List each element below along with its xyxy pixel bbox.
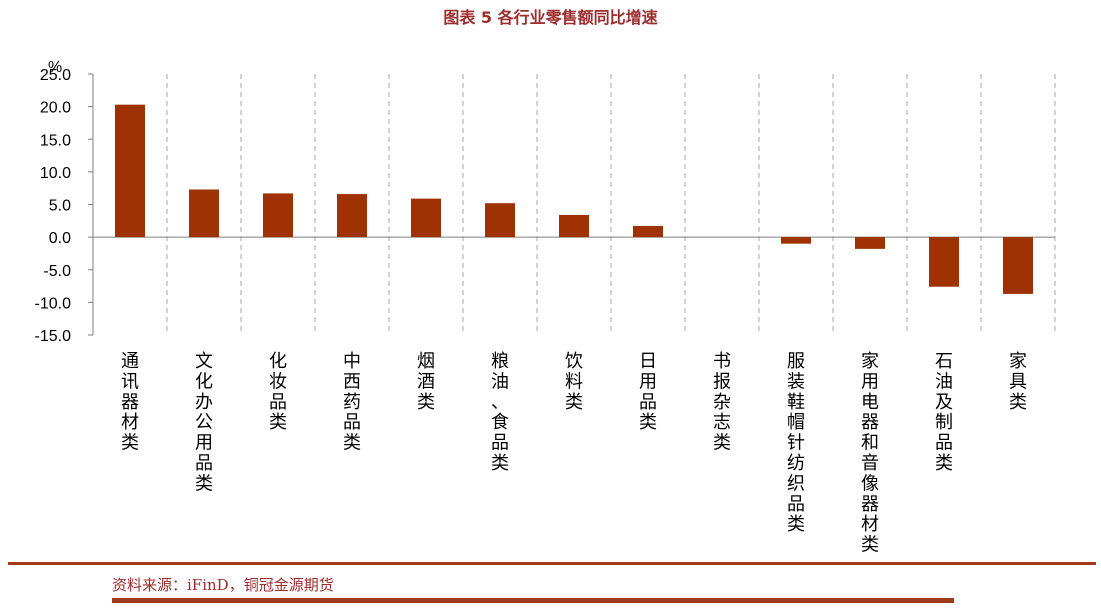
bar [485, 203, 515, 238]
gridlines [166, 74, 1056, 335]
category-label: 中西药品类 [343, 351, 361, 454]
y-axis-label: % [48, 59, 62, 76]
top-divider [8, 562, 1096, 565]
bar [633, 226, 663, 238]
y-tick-label: 15.0 [40, 132, 71, 149]
category-label: 服装鞋帽针纺织品类 [787, 351, 805, 535]
category-label: 石油及制品类 [935, 351, 953, 474]
axes [88, 73, 1055, 336]
category-label: 粮油、食品类 [491, 351, 509, 474]
category-label: 家用电器和音像器材类 [861, 351, 879, 556]
category-label: 书报杂志类 [713, 351, 731, 454]
bar [337, 194, 367, 238]
category-label: 日用品类 [639, 351, 657, 433]
category-label: 文化办公用品类 [195, 351, 213, 494]
y-tick-label: 5.0 [49, 198, 71, 215]
y-tick-label: 0.0 [49, 230, 71, 247]
bar [559, 214, 589, 238]
bar [115, 104, 145, 238]
y-tick-label: -15.0 [35, 328, 72, 345]
category-label: 饮料类 [565, 351, 583, 413]
bar [263, 193, 293, 238]
category-label: 化妆品类 [269, 351, 287, 433]
y-tick-label: -10.0 [35, 295, 72, 312]
bar [781, 237, 811, 244]
bars [115, 104, 1033, 294]
category-label: 通讯器材类 [121, 351, 139, 454]
category-label: 家具类 [1009, 351, 1027, 413]
bar [855, 237, 885, 249]
bar [189, 189, 219, 238]
chart-title: 图表 5 各行业零售额同比增速 [443, 8, 658, 27]
y-tick-label: -5.0 [43, 263, 71, 280]
source-note: 资料来源：iFinD，铜冠金源期货 [112, 576, 334, 594]
y-tick-label: 10.0 [40, 165, 71, 182]
bar [1003, 237, 1033, 294]
y-tick-label: 25.0 [40, 67, 71, 84]
y-tick-label: 20.0 [40, 100, 71, 117]
bottom-divider [112, 598, 954, 603]
chart-area: 25.0 20.0 15.0 10.0 5.0 0.0 -5.0 -10.0 -15.0 通讯器… [35, 59, 1056, 556]
bar [411, 198, 441, 238]
bar [929, 237, 959, 287]
y-tick-labels: 25.0 20.0 15.0 10.0 5.0 0.0 -5.0 -10.0 -15.0 [35, 67, 72, 345]
category-label: 烟酒类 [417, 351, 435, 413]
category-labels: 通讯器材类 文化办公用品类 化妆品类 中西药品类 烟酒类 粮油、食品类 饮料类 日用品类 书报杂… [121, 351, 1027, 556]
